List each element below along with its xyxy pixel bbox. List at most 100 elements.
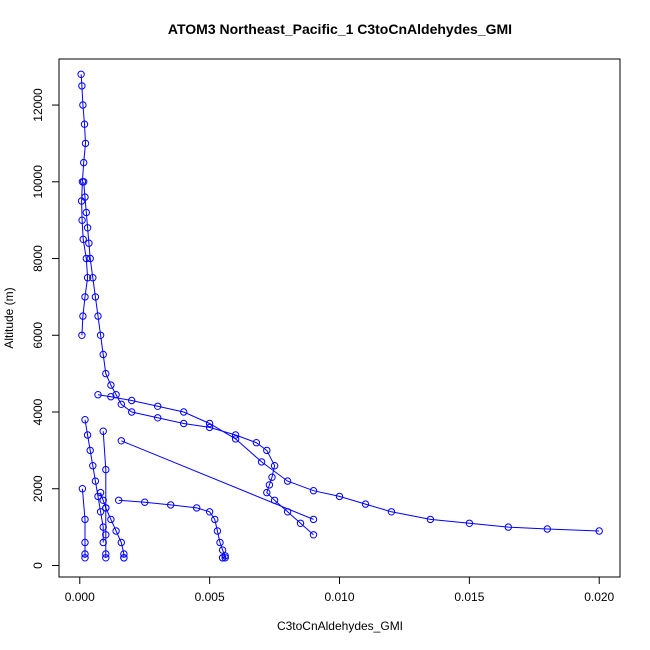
data-point	[89, 462, 97, 470]
data-point	[296, 519, 305, 527]
x-tick-label: 0.015	[454, 590, 484, 604]
data-point	[82, 208, 91, 217]
data-point	[128, 408, 136, 416]
data-point	[205, 423, 214, 432]
data-point	[218, 554, 227, 562]
data-point	[231, 435, 240, 443]
data-point	[180, 419, 188, 428]
y-axis-label: Altitude (m)	[2, 287, 16, 348]
data-point	[80, 158, 88, 167]
data-point	[107, 393, 115, 401]
x-tick-label: 0.010	[324, 590, 354, 604]
series-group	[99, 427, 110, 562]
data-point	[268, 473, 276, 481]
data-point	[99, 496, 107, 504]
series-group	[81, 416, 107, 547]
data-point	[154, 402, 162, 410]
series-line	[97, 394, 600, 532]
data-point	[85, 239, 93, 247]
data-point	[543, 525, 551, 533]
data-series	[77, 70, 603, 562]
data-point	[77, 70, 85, 79]
data-point	[81, 416, 89, 424]
data-point	[81, 139, 90, 148]
x-axis-label: C3toCnAldehydes_GMI	[277, 619, 403, 633]
data-point	[91, 477, 100, 485]
data-point	[120, 554, 128, 562]
y-tick-label: 10000	[31, 165, 45, 199]
data-point	[78, 331, 86, 339]
data-point	[94, 391, 102, 399]
data-point	[595, 527, 603, 535]
series-group	[77, 70, 92, 339]
data-point	[213, 527, 222, 535]
y-tick-label: 0	[31, 562, 45, 569]
data-point	[102, 554, 110, 562]
series-line	[81, 488, 86, 558]
data-point	[257, 458, 266, 466]
series-group	[117, 437, 318, 524]
y-tick-label: 6000	[31, 322, 45, 349]
data-point	[120, 550, 128, 558]
data-point	[283, 477, 292, 485]
data-point	[102, 369, 110, 378]
data-point	[79, 101, 87, 109]
data-point	[112, 527, 120, 535]
data-point	[221, 554, 229, 562]
data-point	[94, 312, 102, 320]
data-point	[216, 538, 224, 547]
data-point	[465, 519, 474, 527]
data-point	[96, 508, 105, 516]
data-point	[154, 414, 162, 422]
data-point	[83, 274, 92, 282]
series-group	[94, 391, 603, 535]
y-tick-label: 8000	[31, 245, 45, 272]
data-point	[81, 515, 89, 524]
data-point	[102, 504, 110, 512]
series-line	[83, 181, 314, 536]
data-point	[94, 492, 102, 501]
series-line	[118, 499, 226, 559]
data-point	[193, 504, 201, 512]
data-point	[117, 538, 126, 547]
data-point	[309, 487, 318, 495]
data-point	[78, 485, 87, 493]
series-line	[80, 74, 89, 336]
data-point	[79, 235, 87, 244]
y-tick-label: 4000	[31, 398, 45, 425]
data-point	[81, 193, 89, 201]
data-point	[99, 350, 107, 359]
data-point	[117, 400, 126, 408]
data-point	[167, 501, 175, 509]
data-point	[205, 508, 214, 516]
y-tick-label: 2000	[31, 475, 45, 502]
data-point	[83, 224, 92, 232]
x-tick-label: 0.020	[584, 590, 614, 604]
data-point	[102, 550, 110, 558]
data-point	[86, 254, 94, 263]
data-point	[99, 523, 107, 531]
x-tick-label: 0.005	[195, 590, 225, 604]
data-point	[180, 408, 188, 416]
data-point	[263, 488, 271, 497]
data-point	[115, 496, 123, 504]
series-line	[100, 492, 125, 558]
data-point	[309, 531, 318, 539]
x-tick-label: 0.000	[65, 590, 95, 604]
data-point	[80, 178, 88, 186]
data-point	[82, 254, 91, 263]
data-point	[81, 550, 89, 558]
data-point	[211, 515, 219, 524]
data-point	[270, 462, 279, 470]
data-point	[102, 531, 110, 539]
data-point	[117, 437, 126, 445]
data-point	[78, 82, 86, 90]
data-point	[99, 427, 107, 435]
data-point	[80, 120, 89, 128]
data-point	[83, 431, 92, 439]
data-point	[107, 515, 115, 524]
data-point	[102, 465, 110, 474]
data-point	[205, 419, 214, 428]
x-axis: 0.000 0.005 0.010 0.015 0.020	[65, 576, 615, 604]
data-point	[263, 446, 271, 455]
